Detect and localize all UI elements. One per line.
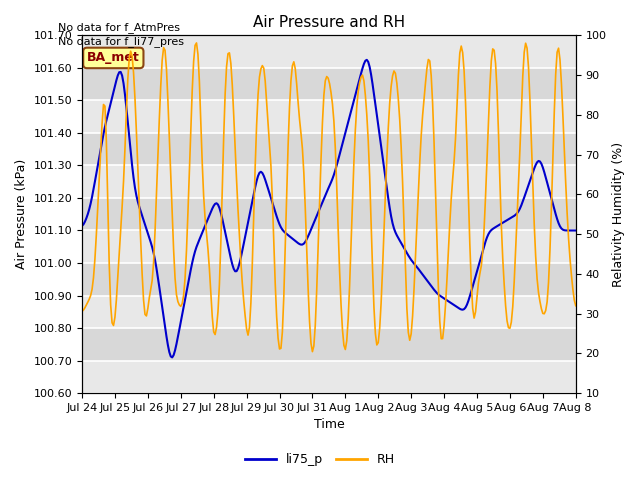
li75_p — [461, 305, 469, 311]
li75_p — [221, 229, 229, 235]
Text: BA_met: BA_met — [87, 51, 140, 64]
RH — [527, 139, 535, 144]
Text: No data for f_AtmPres: No data for f_AtmPres — [58, 22, 180, 33]
Bar — [82, 36, 576, 68]
li75_p — [572, 228, 580, 233]
Text: No data for f_li77_pres: No data for f_li77_pres — [58, 36, 184, 47]
RH — [461, 99, 469, 105]
Line: RH: RH — [82, 43, 576, 352]
Y-axis label: Air Pressure (kPa): Air Pressure (kPa) — [15, 159, 28, 269]
Bar — [82, 100, 576, 133]
Line: li75_p: li75_p — [82, 60, 576, 358]
li75_p — [78, 223, 86, 228]
li75_p — [164, 342, 172, 348]
RH — [193, 40, 200, 46]
li75_p — [363, 57, 371, 63]
Bar — [82, 166, 576, 198]
RH — [492, 60, 499, 66]
Bar — [82, 230, 576, 263]
Y-axis label: Relativity Humidity (%): Relativity Humidity (%) — [612, 142, 625, 287]
RH — [490, 48, 498, 53]
X-axis label: Time: Time — [314, 419, 344, 432]
RH — [308, 349, 316, 355]
li75_p — [168, 355, 176, 360]
li75_p — [492, 224, 499, 230]
RH — [164, 97, 172, 103]
li75_p — [490, 225, 498, 231]
Legend: li75_p, RH: li75_p, RH — [240, 448, 400, 471]
RH — [572, 303, 580, 309]
Title: Air Pressure and RH: Air Pressure and RH — [253, 15, 405, 30]
Bar — [82, 296, 576, 328]
li75_p — [527, 174, 535, 180]
RH — [78, 309, 86, 314]
Bar — [82, 360, 576, 393]
RH — [221, 91, 229, 97]
